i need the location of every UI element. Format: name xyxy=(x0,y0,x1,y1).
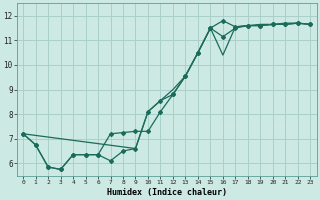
X-axis label: Humidex (Indice chaleur): Humidex (Indice chaleur) xyxy=(107,188,227,197)
